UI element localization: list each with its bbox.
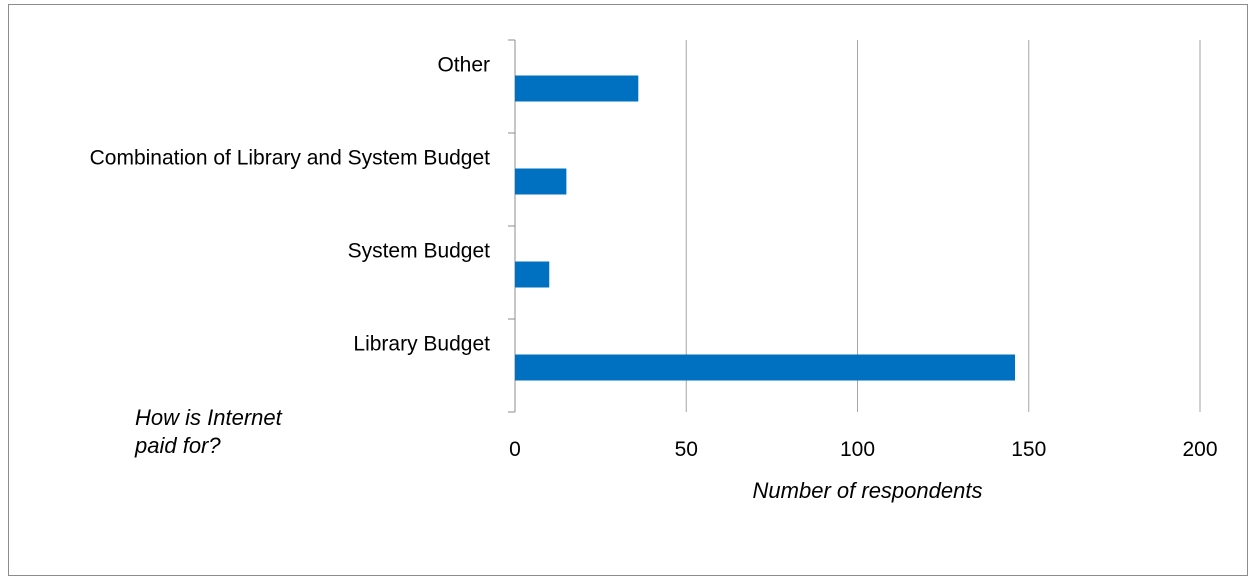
x-tick-label-100: 100 (840, 438, 875, 461)
grid-lines (685, 40, 1201, 412)
category-label-system-budget: System Budget (348, 240, 491, 263)
bar-library-budget (515, 354, 1016, 381)
bar-combination-of-library-and-system-budget (515, 168, 567, 195)
bar-other (515, 75, 639, 102)
x-tick-label-200: 200 (1182, 438, 1217, 461)
x-tick-labels: 0 50 100 150 200 (509, 438, 1217, 461)
y-axis-title-line-2: paid for? (135, 433, 221, 458)
category-label-library-budget: Library Budget (353, 333, 490, 356)
bar-system-budget (515, 261, 550, 288)
x-axis-title: Number of respondents (753, 478, 983, 503)
x-tick-label-0: 0 (509, 438, 521, 461)
y-axis-title: How is Internet paid for? (135, 404, 282, 460)
y-axis-title-line-1: How is Internet (135, 405, 282, 430)
bars (515, 75, 1016, 381)
category-labels: Library Budget System Budget Combination o… (90, 54, 491, 356)
category-label-other: Other (437, 54, 490, 77)
axes (508, 39, 516, 413)
x-tick-label-50: 50 (675, 438, 698, 461)
x-tick-label-150: 150 (1011, 438, 1046, 461)
category-label-combination-of-library-and-system-budget: Combination of Library and System Budget (90, 147, 491, 170)
